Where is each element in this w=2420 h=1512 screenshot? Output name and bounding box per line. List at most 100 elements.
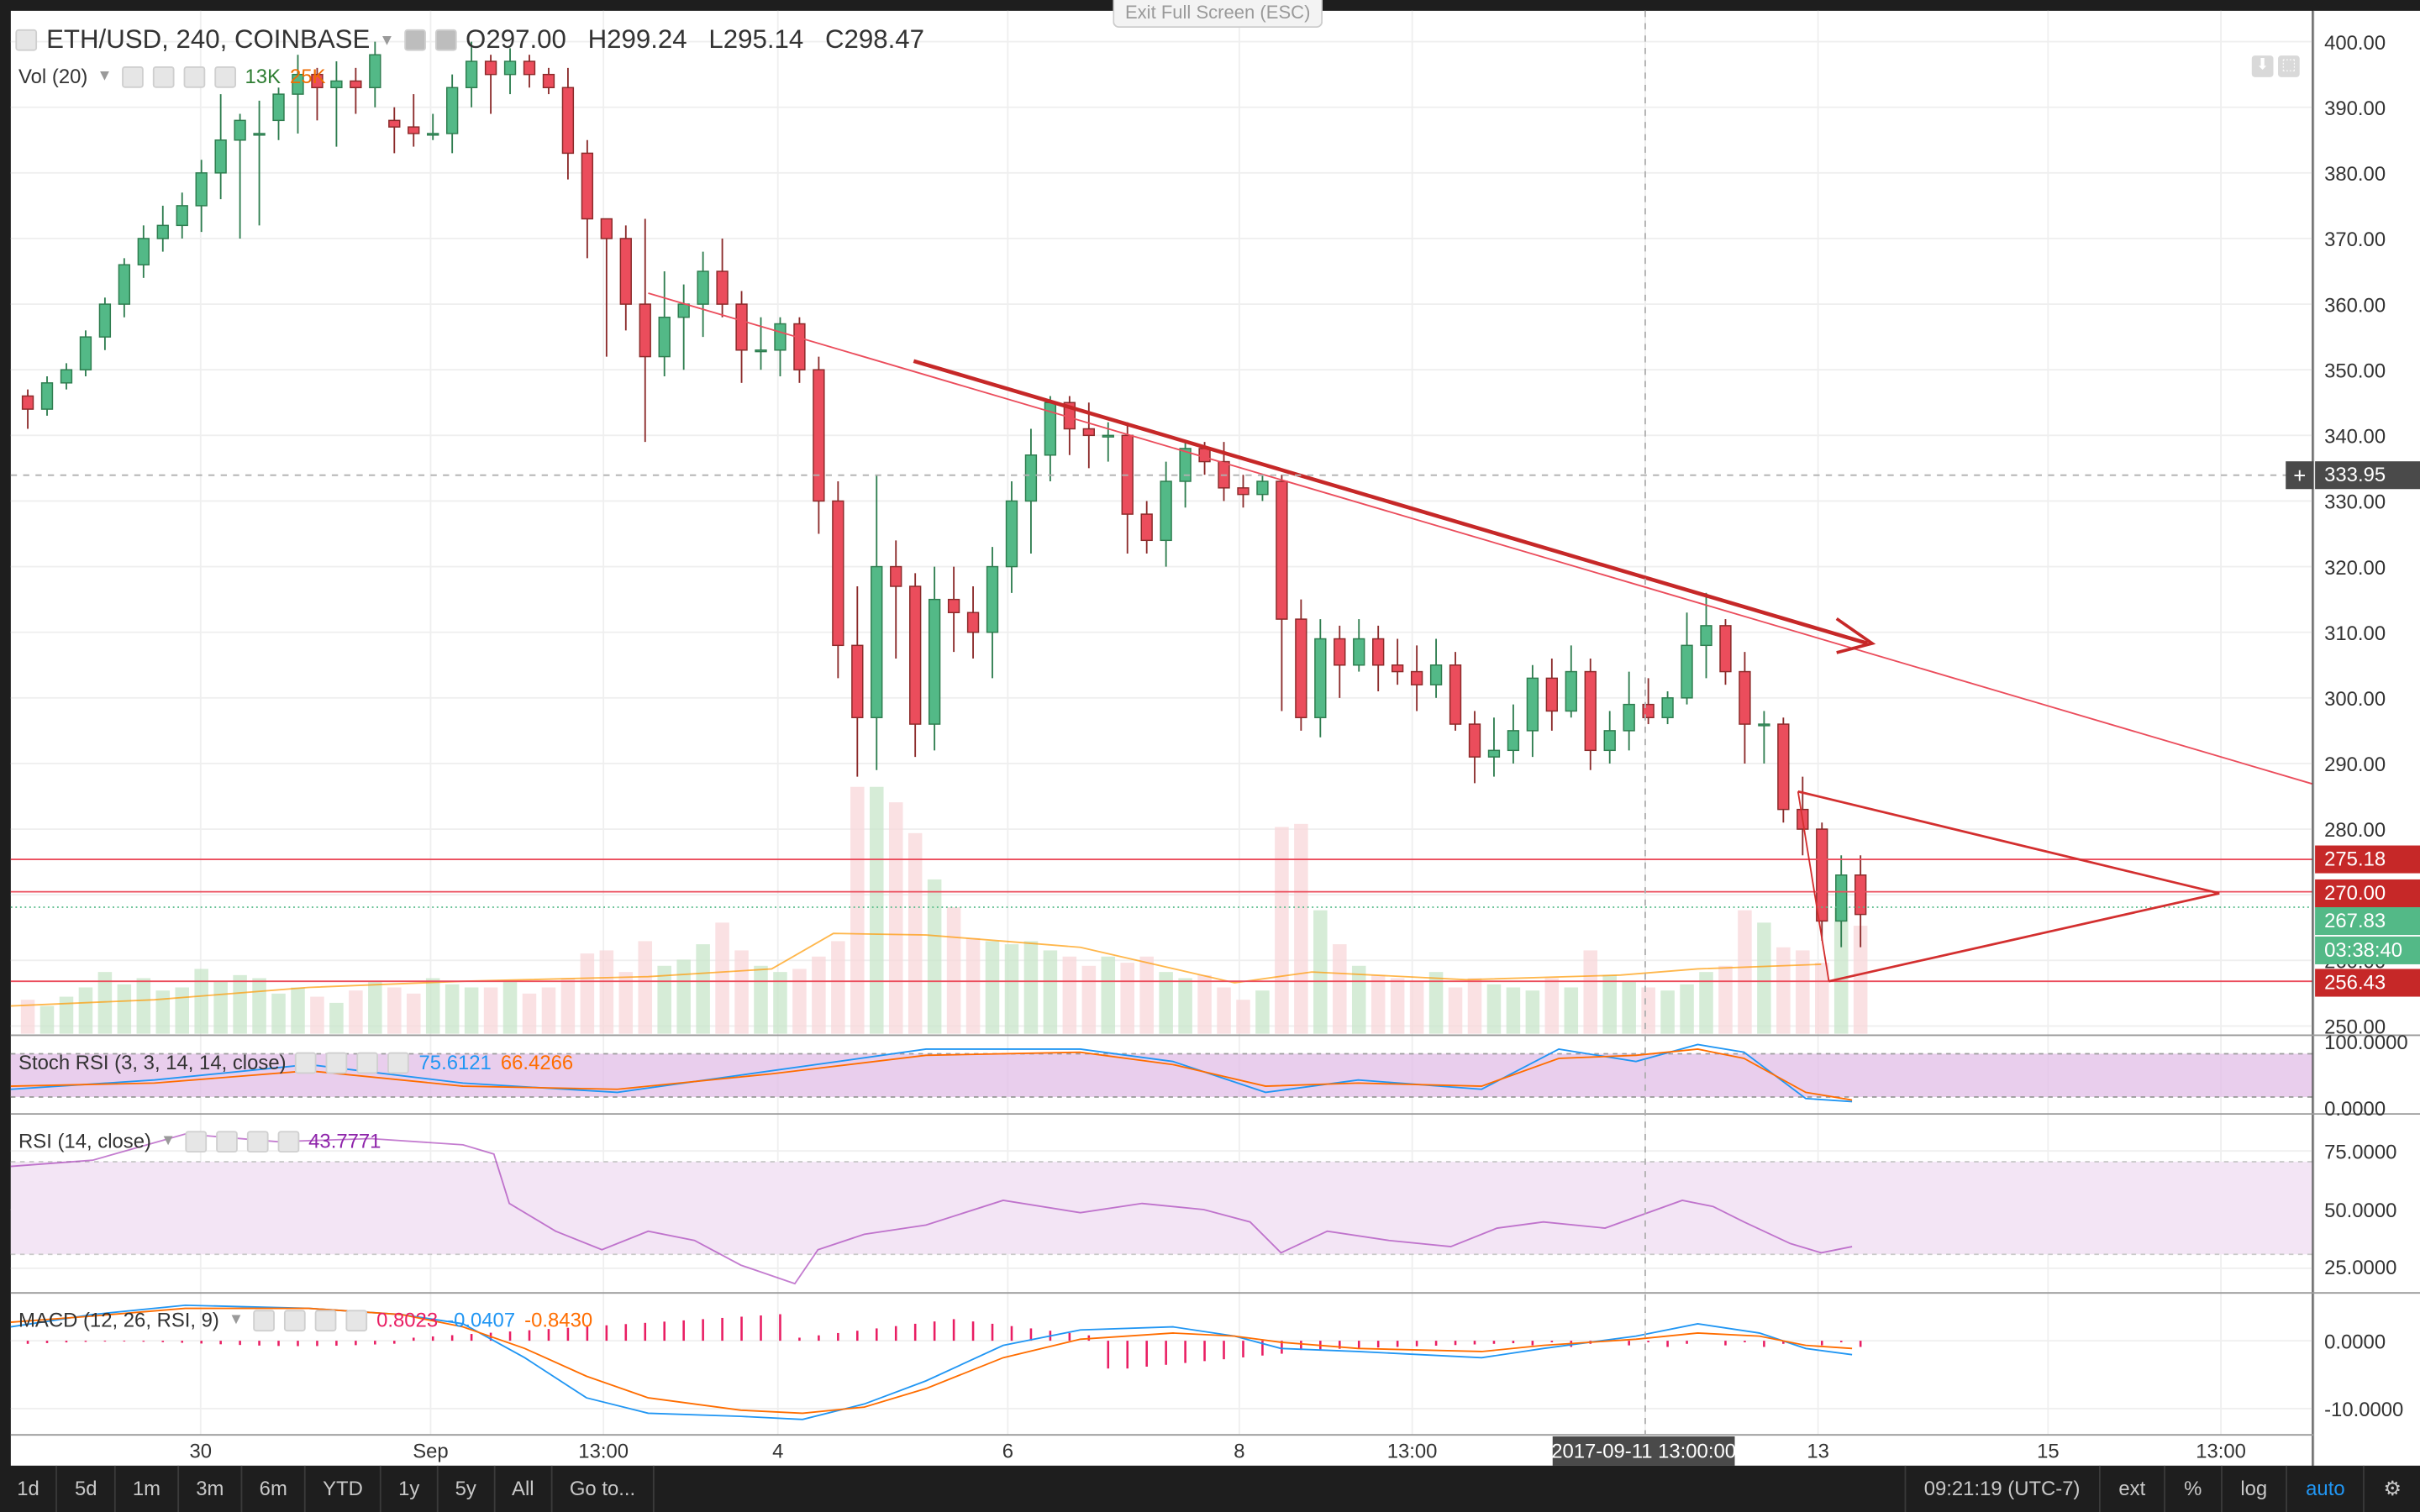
ext-toggle[interactable]: ext [2098, 1465, 2165, 1512]
timeframe-button[interactable]: 3m [179, 1465, 243, 1512]
eye-icon[interactable] [253, 1309, 275, 1331]
percent-toggle[interactable]: % [2164, 1465, 2220, 1512]
volume-bar [1004, 944, 1019, 1034]
log-toggle[interactable]: log [2220, 1465, 2286, 1512]
exit-fullscreen-button[interactable]: Exit Full Screen (ESC) [1113, 0, 1323, 29]
candle-body [98, 303, 112, 338]
arrow-down-icon[interactable]: ⬇ [2251, 55, 2274, 77]
triangle-lower[interactable] [1828, 892, 2220, 983]
triangle-left[interactable] [1797, 791, 1830, 982]
add-alert-button[interactable]: + [2286, 461, 2314, 490]
timeframe-button[interactable]: YTD [306, 1465, 381, 1512]
candle-body [774, 323, 786, 351]
time-axis[interactable]: 30Sep13:0046813:0012131513:002017-09-11 … [190, 1436, 2246, 1466]
volume-bar [233, 974, 247, 1034]
trend-arrow[interactable] [913, 359, 1869, 646]
volume-label[interactable]: Vol (20) [18, 65, 88, 88]
timeframe-button[interactable]: 6m [242, 1465, 306, 1512]
eye-icon[interactable] [185, 1130, 207, 1152]
timeframe-button[interactable]: 1m [116, 1465, 180, 1512]
resistance-trendline[interactable] [648, 292, 2312, 785]
candle-body [1391, 664, 1404, 673]
timeframe-button[interactable]: 1d [0, 1465, 58, 1512]
drawings[interactable] [10, 292, 2312, 983]
stoch-axis-label: 0.0000 [2324, 1098, 2386, 1121]
volume-bar [734, 950, 749, 1034]
gear-icon[interactable] [283, 1309, 306, 1331]
chevron-down-icon[interactable]: ▼ [228, 1311, 245, 1329]
timeframe-list: 1d 5d 1m 3m 6m YTD 1y 5y All Go to... [0, 1465, 655, 1512]
volume-bar [1660, 990, 1675, 1034]
gear-icon[interactable] [152, 66, 175, 87]
move-icon[interactable] [357, 1051, 379, 1074]
volume-bar [927, 879, 942, 1034]
eye-icon[interactable] [403, 29, 426, 51]
volume-bar [657, 965, 671, 1034]
trend-arrow-head[interactable] [1835, 617, 1876, 654]
gear-icon[interactable]: ⚙ [2363, 1465, 2420, 1512]
candle-body [1854, 874, 1867, 916]
gear-icon[interactable] [215, 1130, 238, 1152]
close-icon[interactable] [387, 1051, 410, 1074]
rsi-label[interactable]: RSI (14, close) [18, 1129, 151, 1153]
macd-axis-label: 0.0000 [2324, 1331, 2386, 1353]
volume-bar [194, 969, 208, 1034]
volume-bar [831, 941, 845, 1034]
candle-body [600, 218, 613, 239]
stoch-legend: Stoch RSI (3, 3, 14, 14, close) 75.6121 … [18, 1051, 573, 1074]
pane-controls[interactable]: ⬇ ⬚ [2251, 55, 2300, 77]
candle-body [1314, 638, 1327, 718]
candle-body [1372, 638, 1385, 666]
stoch-label[interactable]: Stoch RSI (3, 3, 14, 14, close) [18, 1050, 287, 1074]
triangle-upper[interactable] [1797, 790, 2220, 895]
chevron-down-icon[interactable]: ▼ [160, 1132, 176, 1150]
eye-icon[interactable] [121, 66, 144, 87]
close-icon[interactable] [213, 66, 236, 87]
auto-toggle[interactable]: auto [2286, 1465, 2363, 1512]
timeframe-button[interactable]: 1y [381, 1465, 439, 1512]
timeframe-button[interactable]: 5y [438, 1465, 495, 1512]
chevron-down-icon[interactable]: ▼ [97, 67, 113, 86]
price-axis-label: 340.00 [2324, 426, 2386, 449]
volume-bar [1757, 922, 1771, 1034]
crosshair-time-label: 2017-09-11 13:00:00 [1551, 1441, 1736, 1463]
eye-icon[interactable] [295, 1051, 318, 1074]
move-icon[interactable] [246, 1130, 269, 1152]
maximize-icon[interactable]: ⬚ [2278, 55, 2300, 77]
gear-icon[interactable] [434, 29, 457, 51]
price-axis-background[interactable] [2313, 10, 2420, 1466]
symbol-title[interactable]: ETH/USD, 240, COINBASE [46, 24, 371, 55]
candle-body [350, 80, 362, 89]
volume-bar [1101, 956, 1116, 1034]
macd-label[interactable]: MACD (12, 26, RSI, 9) [18, 1308, 219, 1332]
timeframe-button[interactable]: Go to... [553, 1465, 655, 1512]
volume-bar [1255, 990, 1270, 1034]
timeframe-button[interactable]: 5d [58, 1465, 116, 1512]
move-icon[interactable] [183, 66, 205, 87]
close-icon[interactable] [277, 1130, 300, 1152]
gear-icon[interactable] [326, 1051, 349, 1074]
volume-bar [1275, 827, 1289, 1034]
candle-body [542, 73, 555, 89]
close-icon[interactable] [345, 1309, 368, 1331]
collapse-icon[interactable] [15, 29, 38, 51]
clock[interactable]: 09:21:19 (UTC-7) [1903, 1465, 2099, 1512]
move-icon[interactable] [314, 1309, 337, 1331]
volume-bar [97, 972, 113, 1034]
high-label: H [587, 24, 608, 55]
stoch-axis-label: 100.0000 [2324, 1032, 2408, 1054]
macd-pane [10, 1304, 1862, 1420]
candle-body [311, 73, 324, 89]
candle-body [234, 119, 246, 141]
price-axis-label: 320.00 [2324, 557, 2386, 580]
candle-body [793, 323, 806, 370]
timeframe-button[interactable]: All [495, 1465, 553, 1512]
price-axis-label: 390.00 [2324, 97, 2386, 120]
low-label: L [708, 24, 723, 55]
chevron-down-icon[interactable]: ▼ [379, 31, 395, 49]
volume-bar [1023, 941, 1039, 1034]
candle-body [1005, 500, 1018, 568]
volume-bar [1853, 926, 1868, 1034]
